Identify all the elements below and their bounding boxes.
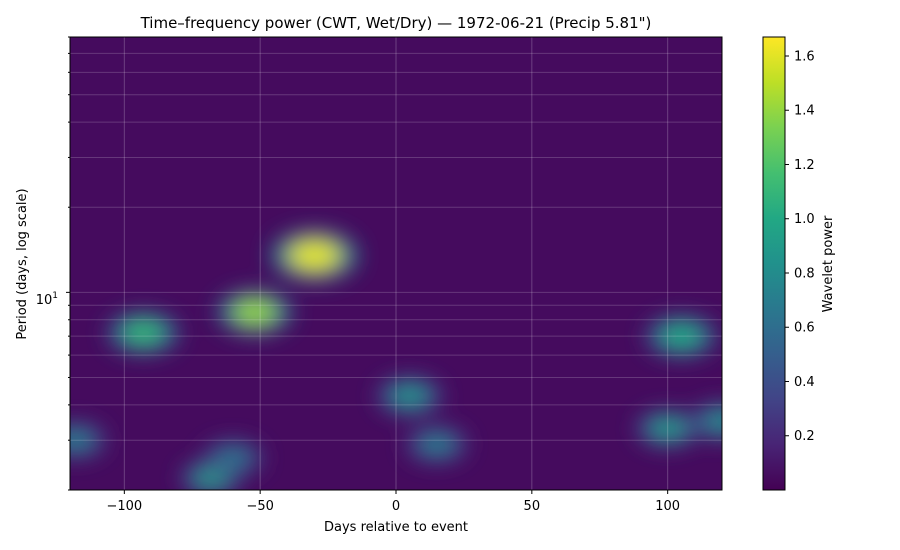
x-tick-label: 0 (392, 499, 400, 514)
heatmap-background (70, 37, 722, 490)
hotspot-8 (70, 428, 94, 452)
x-axis-label: Days relative to event (324, 520, 468, 535)
x-tick-label: −50 (246, 499, 273, 514)
x-tick-label: 50 (524, 499, 541, 514)
colorbar-tick-label: 1.4 (794, 104, 815, 119)
hotspot-7 (703, 409, 722, 433)
x-tick-label: 100 (655, 499, 680, 514)
colorbar-label: Wavelet power (821, 215, 836, 312)
colorbar-tick-label: 0.6 (794, 321, 815, 336)
colorbar-tick-label: 1.6 (794, 49, 815, 64)
grid-lines (70, 37, 722, 490)
hotspot-9 (418, 433, 455, 456)
colorbar-tick-label: 0.8 (794, 266, 815, 281)
hotspot-0 (288, 239, 341, 272)
hotspot-4 (390, 384, 429, 408)
hotspot-2 (122, 319, 165, 346)
hotspot-3 (660, 323, 703, 350)
y-axis: 101 (36, 36, 70, 491)
hotspot-1 (232, 298, 277, 326)
x-axis: −100 −50 0 50 100 (106, 490, 680, 514)
hotspot-10 (215, 446, 251, 469)
colorbar-tick-label: 1.2 (794, 158, 815, 173)
colorbar-tick-label: 0.4 (794, 375, 815, 390)
x-tick-label: −100 (106, 499, 142, 514)
colorbar-tick-label: 1.0 (794, 212, 815, 227)
y-axis-label: Period (days, log scale) (15, 188, 30, 339)
chart-title: Time–frequency power (CWT, Wet/Dry) — 19… (140, 14, 652, 32)
heatmap-hotspots (70, 230, 722, 490)
colorbar-frame (762, 36, 786, 491)
y-tick-label-10: 101 (36, 291, 58, 308)
colorbar-ticks: 0.2 0.4 0.6 0.8 1.0 1.2 1.4 1.6 (785, 49, 815, 444)
heatmap-area (70, 37, 722, 490)
hotspot-6 (649, 417, 687, 440)
colorbar-fill (763, 37, 785, 490)
colorbar: 0.2 0.4 0.6 0.8 1.0 1.2 1.4 1.6 Wavelet power (762, 36, 836, 491)
colorbar-tick-label: 0.2 (794, 429, 815, 444)
